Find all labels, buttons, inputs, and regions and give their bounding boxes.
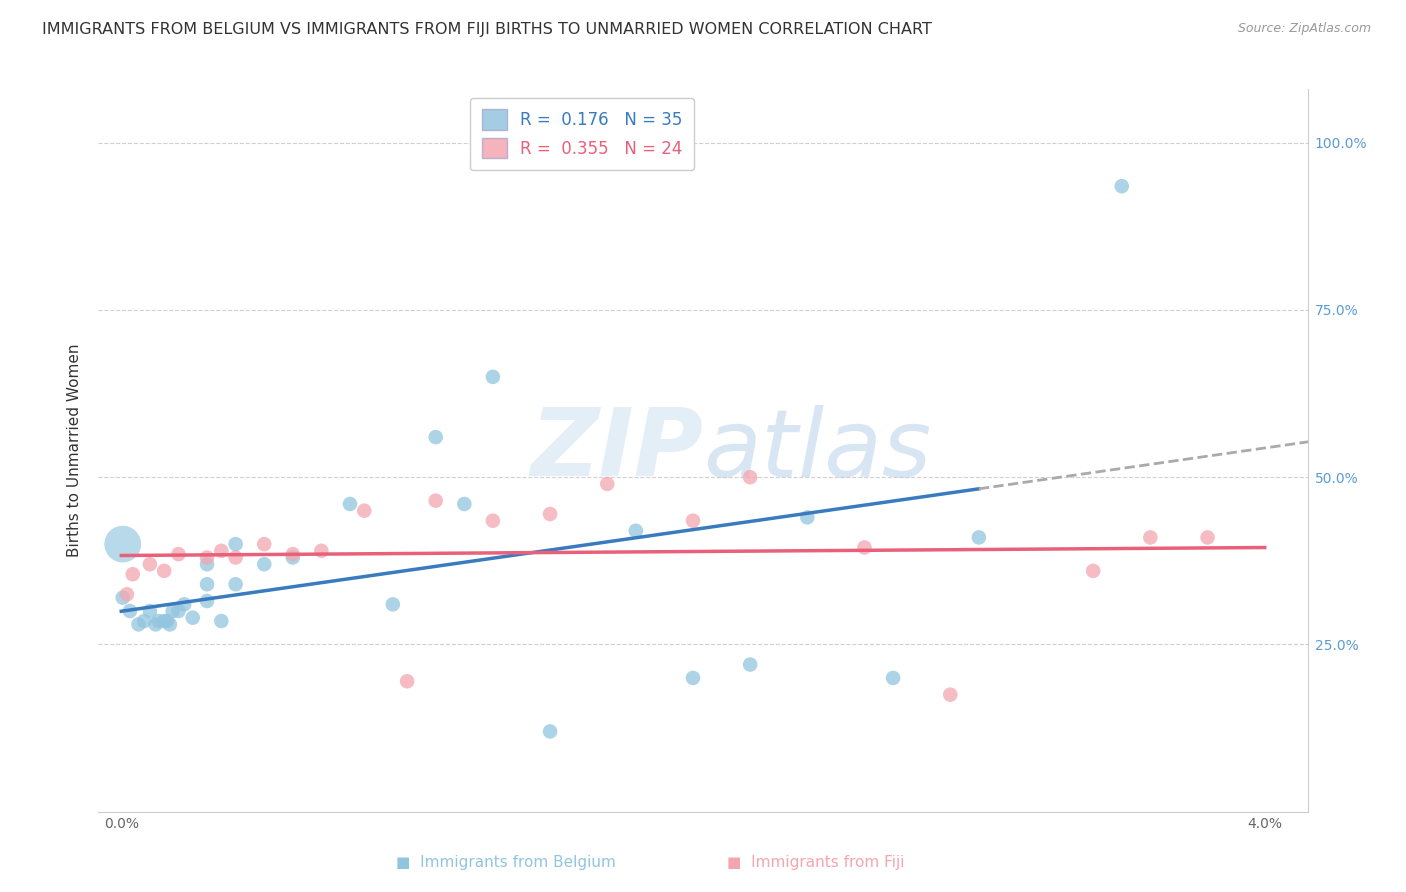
Point	[1197, 530, 1219, 544]
Point	[134, 614, 156, 628]
Point	[225, 577, 247, 591]
Point	[425, 430, 447, 444]
Point	[145, 617, 167, 632]
Point	[311, 543, 333, 558]
Point	[195, 550, 218, 565]
Point	[596, 476, 619, 491]
Point	[118, 604, 141, 618]
Point	[225, 550, 247, 565]
Point	[381, 598, 404, 612]
Point	[121, 567, 143, 582]
Point	[162, 604, 184, 618]
Point	[853, 541, 876, 555]
Point	[281, 547, 304, 561]
Point	[111, 591, 134, 605]
Point	[225, 537, 247, 551]
Point	[482, 369, 505, 384]
Point	[153, 614, 176, 628]
Point	[156, 614, 179, 628]
Point	[127, 617, 149, 632]
Point	[195, 557, 218, 572]
Point	[153, 564, 176, 578]
Point	[139, 604, 162, 618]
Point	[538, 724, 561, 739]
Point	[181, 611, 204, 625]
Point	[538, 507, 561, 521]
Text: atlas: atlas	[703, 405, 931, 496]
Text: ZIP: ZIP	[530, 404, 703, 497]
Point	[195, 594, 218, 608]
Point	[425, 493, 447, 508]
Point	[939, 688, 962, 702]
Y-axis label: Births to Unmarried Women: Births to Unmarried Women	[67, 343, 83, 558]
Point	[453, 497, 475, 511]
Point	[173, 598, 195, 612]
Point	[624, 524, 647, 538]
Point	[396, 674, 419, 689]
Point	[682, 514, 704, 528]
Point	[882, 671, 904, 685]
Point	[482, 514, 505, 528]
Point	[111, 537, 134, 551]
Point	[195, 577, 218, 591]
Point	[159, 617, 181, 632]
Point	[209, 614, 232, 628]
Point	[209, 543, 232, 558]
Point	[167, 547, 190, 561]
Text: ■  Immigrants from Fiji: ■ Immigrants from Fiji	[727, 855, 904, 870]
Point	[253, 537, 276, 551]
Point	[353, 503, 375, 517]
Point	[740, 657, 762, 672]
Point	[682, 671, 704, 685]
Text: ■  Immigrants from Belgium: ■ Immigrants from Belgium	[396, 855, 616, 870]
Point	[148, 614, 170, 628]
Point	[1139, 530, 1161, 544]
Point	[139, 557, 162, 572]
Point	[796, 510, 818, 524]
Point	[167, 604, 190, 618]
Point	[253, 557, 276, 572]
Point	[339, 497, 361, 511]
Point	[281, 550, 304, 565]
Point	[1111, 179, 1133, 194]
Point	[1083, 564, 1105, 578]
Text: Source: ZipAtlas.com: Source: ZipAtlas.com	[1237, 22, 1371, 36]
Point	[115, 587, 138, 601]
Point	[967, 530, 990, 544]
Text: IMMIGRANTS FROM BELGIUM VS IMMIGRANTS FROM FIJI BIRTHS TO UNMARRIED WOMEN CORREL: IMMIGRANTS FROM BELGIUM VS IMMIGRANTS FR…	[42, 22, 932, 37]
Legend: R =  0.176   N = 35, R =  0.355   N = 24: R = 0.176 N = 35, R = 0.355 N = 24	[470, 97, 695, 169]
Point	[740, 470, 762, 484]
